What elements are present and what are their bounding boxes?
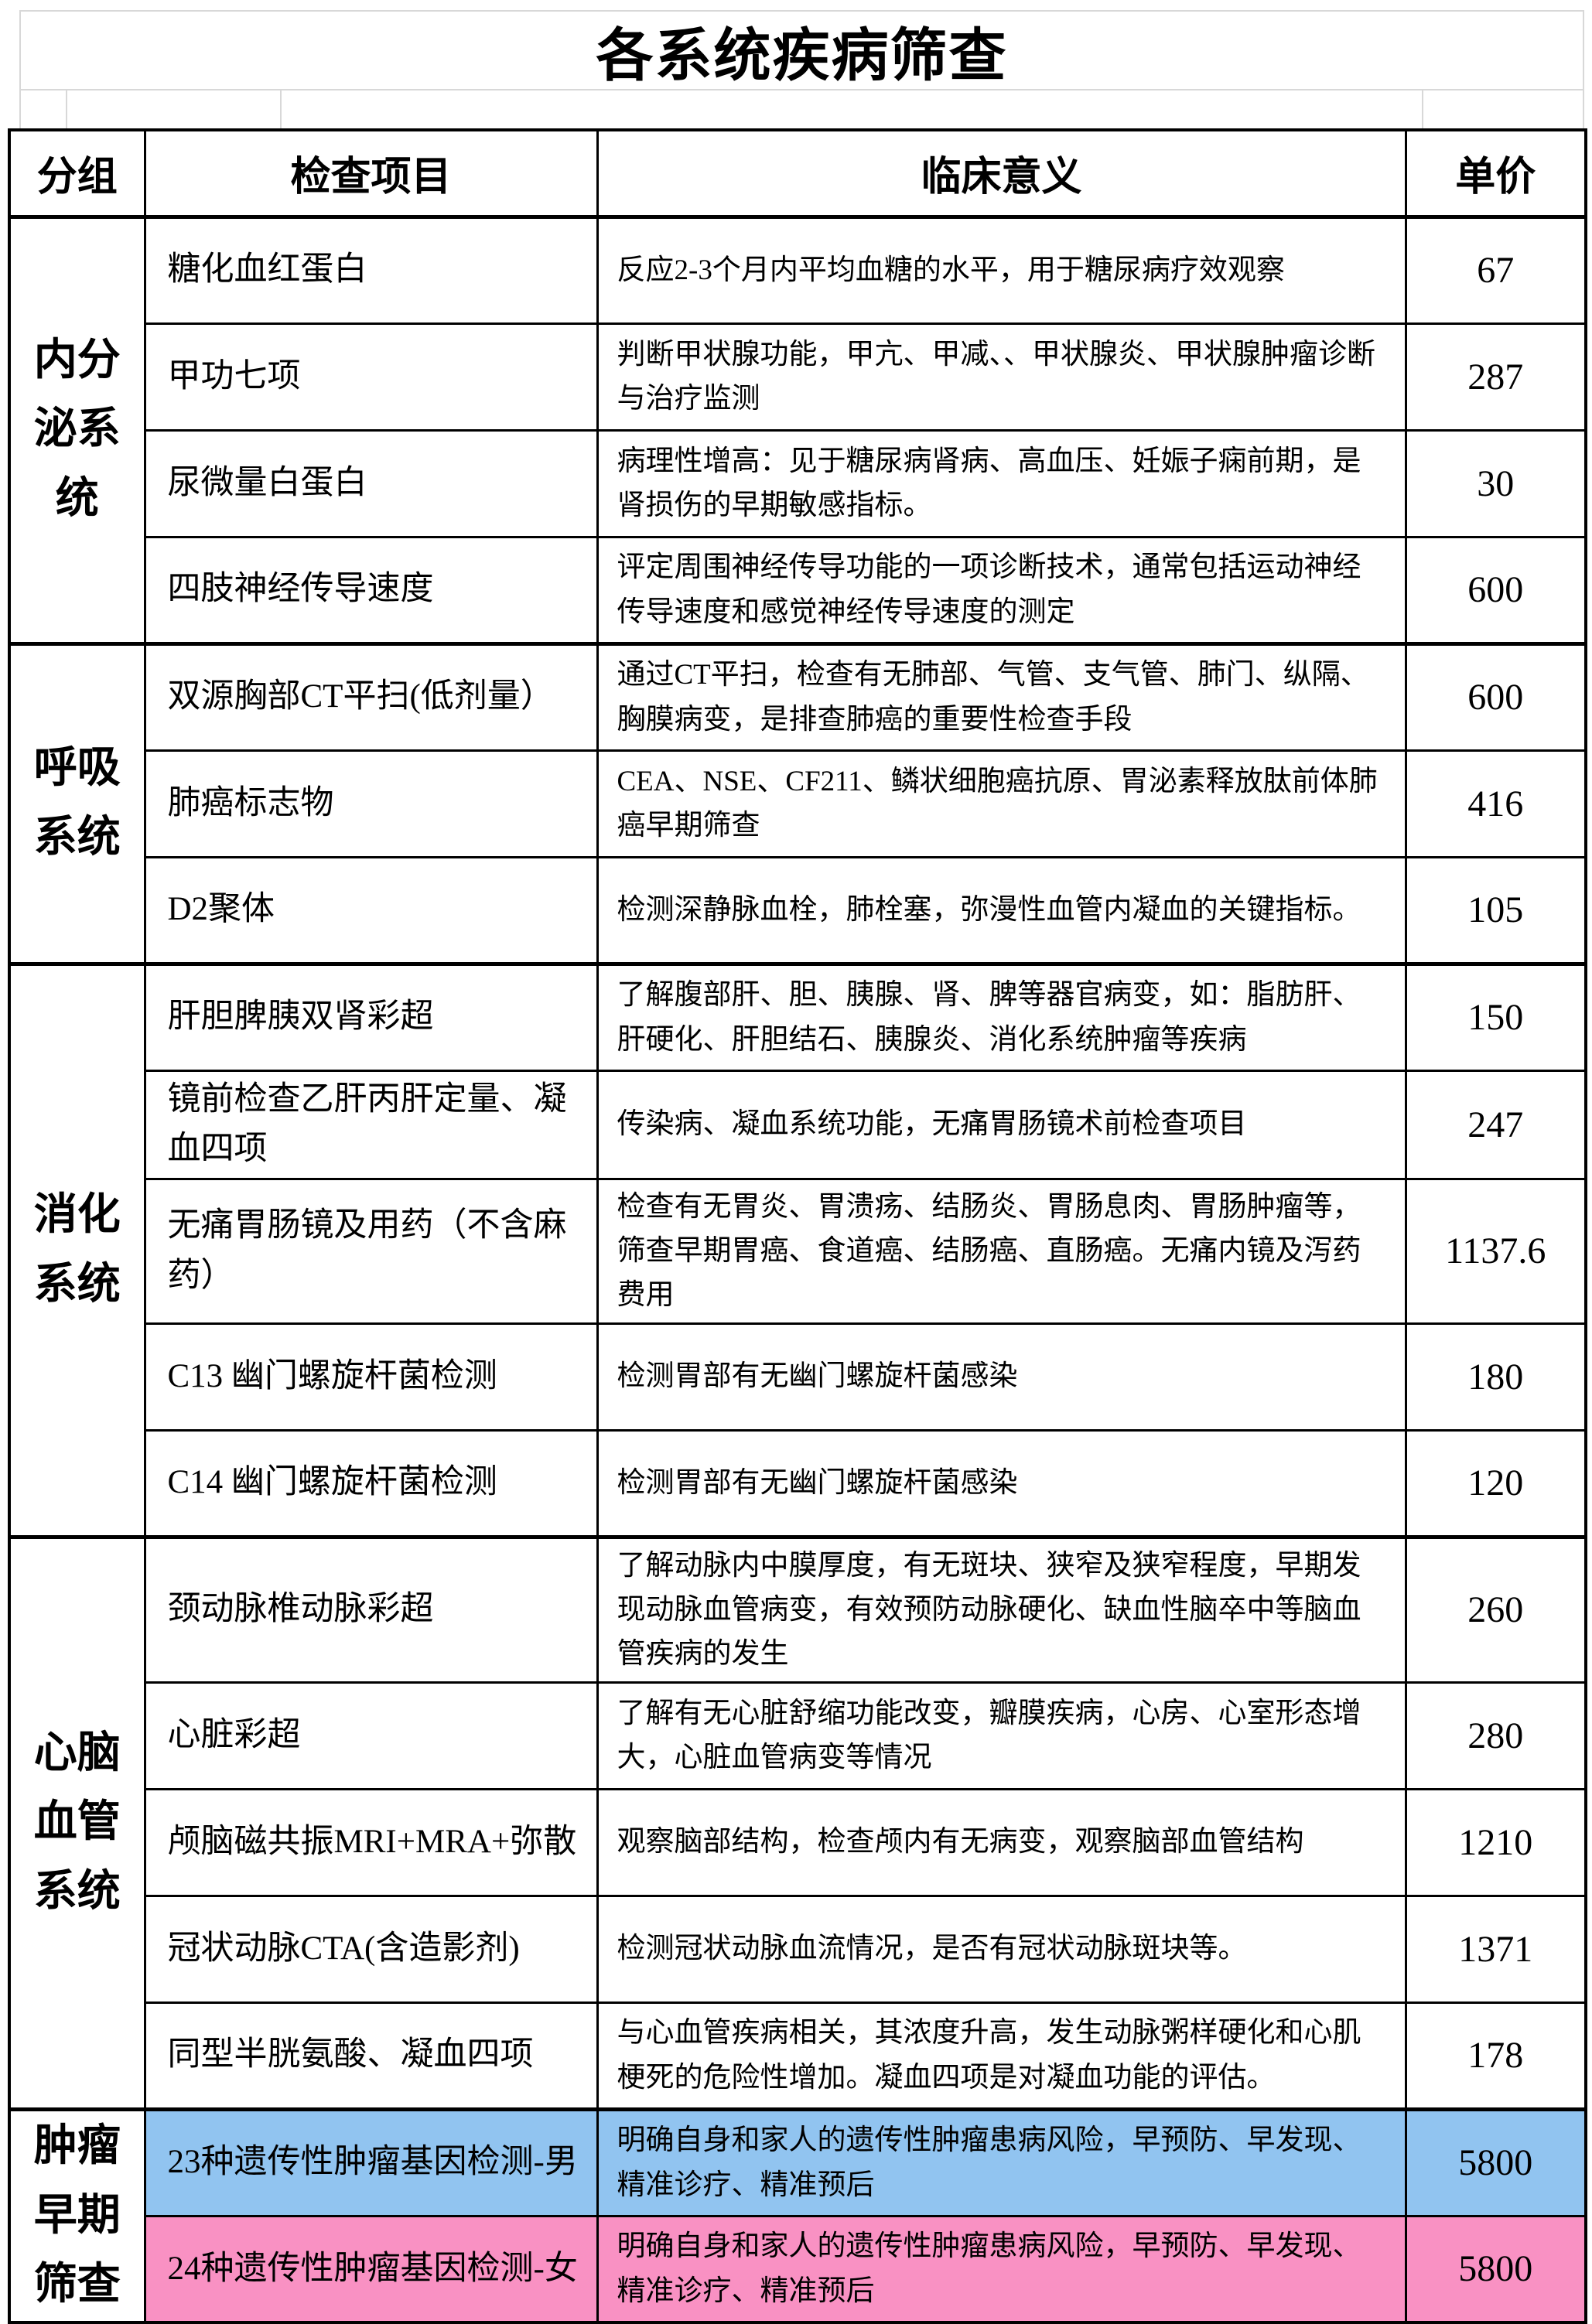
meaning-cell: CEA、NSE、CF211、鳞状细胞癌抗原、胃泌素释放肽前体肺癌早期筛查: [596, 749, 1407, 858]
price-cell: 287: [1404, 322, 1587, 432]
price-cell: 600: [1404, 535, 1587, 645]
price-cell: 67: [1404, 214, 1587, 325]
price-cell: 180: [1404, 1322, 1587, 1432]
item-cell: 镜前检查乙肝丙肝定量、凝血四项: [143, 1069, 599, 1180]
table-row: 同型半胱氨酸、凝血四项 与心血管疾病相关，其浓度升高，发生动脉粥样硬化和心肌梗死的…: [9, 2001, 1587, 2111]
gridline-strip: [19, 90, 1584, 128]
gridline-vertical: [66, 90, 67, 128]
price-cell: 600: [1404, 641, 1587, 752]
group-cell: 肿瘤早期筛查: [8, 2107, 146, 2324]
item-cell: 同型半胱氨酸、凝血四项: [143, 2001, 599, 2111]
meaning-cell: 通过CT平扫，检查有无肺部、气管、支气管、肺门、纵隔、胸膜病变，是排查肺癌的重要…: [596, 641, 1407, 752]
table-row: 呼吸系统 双源胸部CT平扫(低剂量） 通过CT平扫，检查有无肺部、气管、支气管、肺门…: [8, 641, 1587, 965]
meaning-cell: 检测冠状动脉血流情况，是否有冠状动脉斑块等。: [596, 1894, 1407, 2004]
table-row: 肺癌标志物 CEA、NSE、CF211、鳞状细胞癌抗原、胃泌素释放肽前体肺癌早期筛…: [9, 749, 1587, 858]
item-cell: 甲功七项: [143, 322, 599, 432]
price-cell: 247: [1404, 1069, 1587, 1180]
price-cell: 120: [1404, 1428, 1587, 1538]
item-cell: 肝胆脾胰双肾彩超: [143, 961, 599, 1072]
item-cell: 颅脑磁共振MRI+MRA+弥散: [143, 1787, 599, 1897]
meaning-cell: 检测胃部有无幽门螺旋杆菌感染: [596, 1428, 1407, 1538]
table-row: 内分泌系统 糖化血红蛋白 反应2-3个月内平均血糖的水平，用于糖尿病疗效观察 67: [8, 214, 1587, 645]
item-cell: 颈动脉椎动脉彩超: [143, 1534, 599, 1684]
price-cell: 5800: [1404, 2214, 1587, 2324]
meaning-cell: 观察脑部结构，检查颅内有无病变，观察脑部血管结构: [596, 1787, 1407, 1897]
table-row: 四肢神经传导速度 评定周围神经传导功能的一项诊断技术，通常包括运动神经传导速度和感…: [9, 535, 1587, 645]
item-cell: 双源胸部CT平扫(低剂量）: [143, 641, 599, 752]
meaning-cell: 了解有无心脏舒缩功能改变，瓣膜疾病，心房、心室形态增大，心脏血管病变等情况: [596, 1681, 1407, 1790]
meaning-cell: 明确自身和家人的遗传性肿瘤患病风险，早预防、早发现、精准诊疗、精准预后: [596, 2214, 1407, 2324]
table-row: 心脑血管系统 颈动脉椎动脉彩超 了解动脉内中膜厚度，有无斑块、狭窄及狭窄程度，早期发…: [8, 1534, 1587, 2111]
group-cell: 呼吸系统: [8, 641, 146, 965]
meaning-cell: 了解腹部肝、胆、胰腺、肾、脾等器官病变，如：脂肪肝、肝硬化、肝胆结石、胰腺炎、消…: [596, 961, 1407, 1072]
meaning-cell: 与心血管疾病相关，其浓度升高，发生动脉粥样硬化和心肌梗死的危险性增加。凝血四项是…: [596, 2001, 1407, 2111]
price-cell: 1210: [1404, 1787, 1587, 1897]
price-cell: 1137.6: [1404, 1177, 1587, 1325]
group-cell: 内分泌系统: [8, 214, 146, 645]
meaning-cell: 病理性增高：见于糖尿病肾病、高血压、妊娠子痫前期，是肾损伤的早期敏感指标。: [596, 428, 1407, 538]
price-cell: 30: [1404, 428, 1587, 538]
table-row: 颅脑磁共振MRI+MRA+弥散 观察脑部结构，检查颅内有无病变，观察脑部血管结构 1…: [9, 1787, 1587, 1897]
screening-price-table: 分组 检查项目 临床意义 单价 内分泌系统 糖化血红蛋白 反应2-3个月内平均血糖的…: [8, 128, 1587, 2324]
table-row: 肿瘤早期筛查 23种遗传性肿瘤基因检测-男 明确自身和家人的遗传性肿瘤患病风险，早预…: [8, 2107, 1587, 2324]
price-cell: 260: [1404, 1534, 1587, 1684]
group-cell: 心脑血管系统: [8, 1534, 146, 2111]
item-cell: 四肢神经传导速度: [143, 535, 599, 645]
meaning-cell: 明确自身和家人的遗传性肿瘤患病风险，早预防、早发现、精准诊疗、精准预后: [596, 2107, 1407, 2217]
item-cell: 24种遗传性肿瘤基因检测-女: [143, 2214, 599, 2324]
price-cell: 416: [1404, 749, 1587, 858]
column-header-item: 检查项目: [143, 128, 599, 219]
price-cell: 1371: [1404, 1894, 1587, 2004]
meaning-cell: 检查有无胃炎、胃溃疡、结肠炎、胃肠息肉、胃肠肿瘤等，筛查早期胃癌、食道癌、结肠癌…: [596, 1177, 1407, 1325]
column-header-meaning: 临床意义: [596, 128, 1407, 219]
item-cell: 冠状动脉CTA(含造影剂): [143, 1894, 599, 2004]
table-row: 尿微量白蛋白 病理性增高：见于糖尿病肾病、高血压、妊娠子痫前期，是肾损伤的早期敏感…: [9, 428, 1587, 538]
table-row: 无痛胃肠镜及用药（不含麻药） 检查有无胃炎、胃溃疡、结肠炎、胃肠息肉、胃肠肿瘤等，…: [9, 1177, 1587, 1325]
table-row: 心脏彩超 了解有无心脏舒缩功能改变，瓣膜疾病，心房、心室形态增大，心脏血管病变等情…: [9, 1681, 1587, 1790]
item-cell: C14 幽门螺旋杆菌检测: [143, 1428, 599, 1538]
price-cell: 150: [1404, 961, 1587, 1072]
table-row: 24种遗传性肿瘤基因检测-女 明确自身和家人的遗传性肿瘤患病风险，早预防、早发现、…: [9, 2214, 1587, 2324]
meaning-cell: 了解动脉内中膜厚度，有无斑块、狭窄及狭窄程度，早期发现动脉血管病变，有效预防动脉…: [596, 1534, 1407, 1684]
price-cell: 105: [1404, 855, 1587, 965]
item-cell: 无痛胃肠镜及用药（不含麻药）: [143, 1177, 599, 1325]
table-row: D2聚体 检测深静脉血栓，肺栓塞，弥漫性血管内凝血的关键指标。 105: [9, 855, 1587, 965]
price-cell: 280: [1404, 1681, 1587, 1790]
meaning-cell: 反应2-3个月内平均血糖的水平，用于糖尿病疗效观察: [596, 214, 1407, 325]
item-cell: 糖化血红蛋白: [143, 214, 599, 325]
column-header-price: 单价: [1404, 128, 1587, 219]
item-cell: D2聚体: [143, 855, 599, 965]
table-row: 镜前检查乙肝丙肝定量、凝血四项 传染病、凝血系统功能，无痛胃肠镜术前检查项目 247: [9, 1069, 1587, 1180]
column-header-group: 分组: [8, 128, 146, 219]
item-cell: 心脏彩超: [143, 1681, 599, 1790]
group-cell: 消化系统: [8, 961, 146, 1538]
item-cell: 尿微量白蛋白: [143, 428, 599, 538]
meaning-cell: 检测深静脉血栓，肺栓塞，弥漫性血管内凝血的关键指标。: [596, 855, 1407, 965]
price-cell: 178: [1404, 2001, 1587, 2111]
table-row: 冠状动脉CTA(含造影剂) 检测冠状动脉血流情况，是否有冠状动脉斑块等。 1371: [9, 1894, 1587, 2004]
gridline-vertical: [280, 90, 282, 128]
header-row: 分组 检查项目 临床意义 单价: [8, 128, 1587, 219]
meaning-cell: 检测胃部有无幽门螺旋杆菌感染: [596, 1322, 1407, 1432]
item-cell: C13 幽门螺旋杆菌检测: [143, 1322, 599, 1432]
page-title: 各系统疾病筛查: [19, 10, 1584, 90]
item-cell: 肺癌标志物: [143, 749, 599, 858]
meaning-cell: 评定周围神经传导功能的一项诊断技术，通常包括运动神经传导速度和感觉神经传导速度的…: [596, 535, 1407, 645]
item-cell: 23种遗传性肿瘤基因检测-男: [143, 2107, 599, 2217]
table-row: C13 幽门螺旋杆菌检测 检测胃部有无幽门螺旋杆菌感染 180: [9, 1322, 1587, 1432]
meaning-cell: 判断甲状腺功能，甲亢、甲减、、甲状腺炎、甲状腺肿瘤诊断与治疗监测: [596, 322, 1407, 432]
table-row: 消化系统 肝胆脾胰双肾彩超 了解腹部肝、胆、胰腺、肾、脾等器官病变，如：脂肪肝、肝硬…: [8, 961, 1587, 1538]
price-cell: 5800: [1404, 2107, 1587, 2217]
table-row: 甲功七项 判断甲状腺功能，甲亢、甲减、、甲状腺炎、甲状腺肿瘤诊断与治疗监测 287: [9, 322, 1587, 432]
table-row: C14 幽门螺旋杆菌检测 检测胃部有无幽门螺旋杆菌感染 120: [9, 1428, 1587, 1538]
meaning-cell: 传染病、凝血系统功能，无痛胃肠镜术前检查项目: [596, 1069, 1407, 1180]
gridline-vertical: [1422, 90, 1423, 128]
